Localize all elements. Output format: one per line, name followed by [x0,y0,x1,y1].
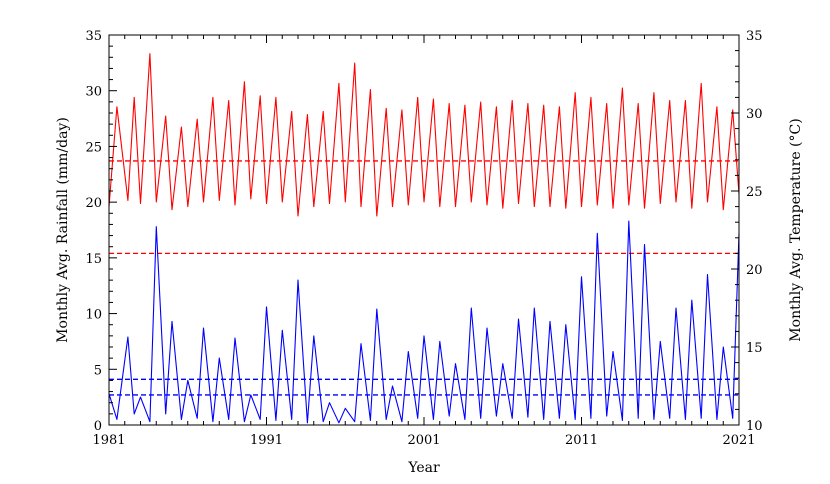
rainfall-series-line [108,220,740,424]
x-axis-label: Year [407,460,440,476]
temperature-series-line [108,53,740,217]
x-tick-label: 1991 [250,433,283,448]
left-y-axis: 0 5 10 15 20 25 30 35 [85,29,117,434]
right-y-tick-label: 25 [746,185,763,200]
left-y-tick-label: 10 [85,308,102,323]
right-y-tick-label: 15 [746,341,763,356]
x-tick-label: 1981 [92,433,125,448]
right-y-tick-label: 30 [746,107,763,122]
left-y-tick-label: 0 [94,419,102,434]
right-y-axis: 10 15 20 25 30 35 [731,29,763,434]
reference-lines [109,160,739,396]
x-axis: 1981 1991 2001 2011 2021 [92,35,756,448]
right-y-tick-label: 20 [746,263,763,278]
x-tick-label: 2011 [565,433,598,448]
left-y-tick-label: 5 [94,363,102,378]
right-y-tick-label: 35 [746,29,763,44]
left-y-tick-label: 30 [85,85,102,100]
x-tick-label: 2001 [407,433,440,448]
left-y-tick-label: 20 [85,196,102,211]
right-y-axis-label: Monthly Avg. Temperature (°C) [788,118,804,341]
x-tick-label: 2021 [722,433,755,448]
series-layer [108,53,740,424]
right-y-tick-label: 10 [746,419,763,434]
left-y-tick-label: 35 [85,29,102,44]
left-y-tick-label: 15 [85,252,102,267]
left-y-tick-label: 25 [85,140,102,155]
left-y-axis-label: Monthly Avg. Rainfall (mm/day) [55,117,71,343]
